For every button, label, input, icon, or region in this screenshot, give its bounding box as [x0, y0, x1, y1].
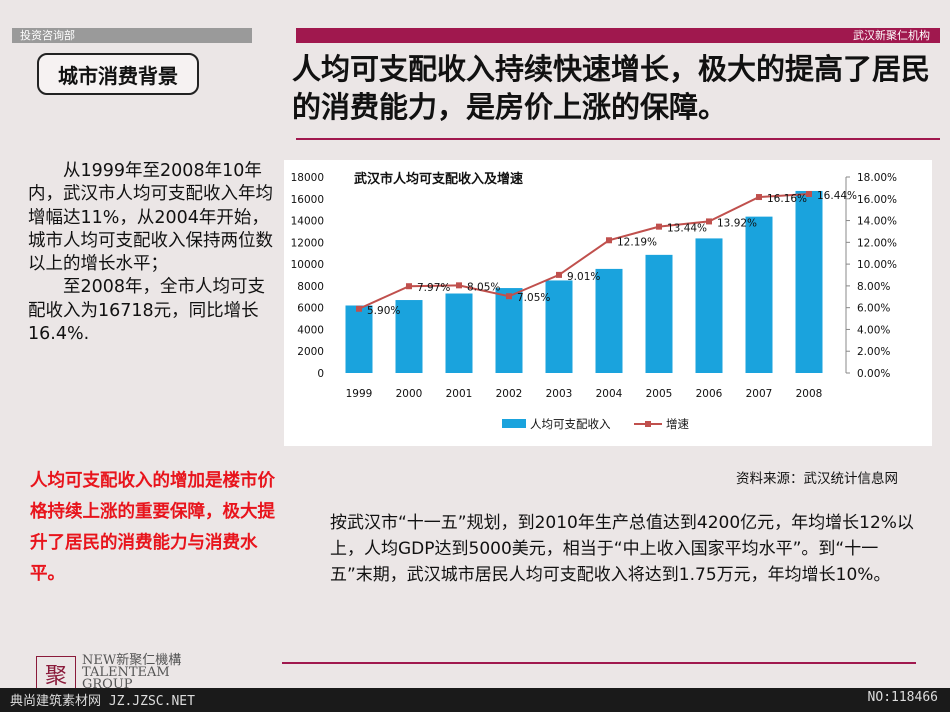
footer-bar: [0, 688, 950, 712]
y2-tick-label: 4.00%: [857, 324, 890, 336]
x-tick-label: 2008: [796, 388, 823, 400]
footer-divider: [282, 662, 916, 664]
growth-data-label: 9.01%: [567, 271, 600, 283]
growth-point-2006: [706, 218, 712, 225]
x-tick-label: 2000: [396, 388, 423, 400]
y-tick-label: 18000: [291, 172, 324, 184]
summary-paragraph-2: 至2008年，全市人均可支配收入为16718元，同比增长16.4%.: [28, 277, 266, 345]
x-tick-label: 2005: [646, 388, 673, 400]
logo-wordmark: NEW新聚仁機構 TALENTEAM GROUP: [82, 653, 182, 692]
growth-data-label: 8.05%: [467, 281, 500, 293]
footer-serial: NO:118466: [867, 690, 938, 705]
y2-tick-label: 14.00%: [857, 216, 897, 228]
y2-tick-label: 18.00%: [857, 172, 897, 184]
y-tick-label: 10000: [291, 259, 324, 271]
logo-line-3: GROUP: [82, 677, 133, 692]
growth-data-label: 16.16%: [767, 193, 807, 205]
growth-data-label: 7.05%: [517, 292, 550, 304]
legend-bar-label: 人均可支配收入: [530, 417, 611, 431]
growth-data-label: 13.44%: [667, 223, 707, 235]
bar-2008: [795, 190, 823, 373]
data-source: 资料来源：武汉统计信息网: [736, 471, 898, 487]
x-tick-label: 2002: [496, 388, 523, 400]
y2-tick-label: 6.00%: [857, 303, 890, 315]
growth-data-label: 7.97%: [417, 282, 450, 294]
x-tick-label: 2003: [546, 388, 573, 400]
y2-tick-label: 2.00%: [857, 346, 890, 358]
y2-tick-label: 16.00%: [857, 194, 897, 206]
legend-line-marker: [645, 421, 651, 427]
x-tick-label: 2001: [446, 388, 473, 400]
logo-mark: 聚: [36, 656, 76, 692]
growth-data-label: 12.19%: [617, 236, 657, 248]
bar-2003: [545, 280, 573, 373]
top-bar-right: [296, 28, 940, 43]
growth-point-2004: [606, 237, 612, 244]
growth-line: [358, 192, 810, 310]
bar-2001: [445, 293, 473, 373]
x-tick-label: 2007: [746, 388, 773, 400]
y2-tick-label: 8.00%: [857, 281, 890, 293]
x-tick-label: 2004: [596, 388, 623, 400]
bar-2002: [495, 288, 523, 373]
bar-2005: [645, 254, 673, 373]
growth-data-label: 13.92%: [717, 217, 757, 229]
plan-text: 按武汉市“十一五”规划，到2010年生产总值达到4200亿元，年均增长12%以上…: [330, 513, 914, 585]
growth-point-2000: [406, 283, 412, 290]
legend-bar-swatch: [502, 419, 526, 428]
y-tick-label: 2000: [297, 346, 324, 358]
growth-point-1999: [356, 305, 362, 312]
bar-2007: [745, 216, 773, 373]
footer-watermark: 典尚建筑素材网 JZ.JZSC.NET: [10, 694, 195, 709]
highlight-text: 人均可支配收入的增加是楼市价格持续上涨的重要保障，极大提升了居民的消费能力与消费…: [30, 471, 275, 584]
organization-label: 武汉新聚仁机构: [853, 29, 930, 42]
y-tick-label: 0: [317, 368, 324, 380]
header-divider: [296, 138, 940, 140]
page-headline: 人均可支配收入持续快速增长，极大的提高了居民的消费能力，是房价上涨的保障。: [292, 52, 931, 124]
bar-2006: [695, 238, 723, 373]
chart-panel: 武汉市人均可支配收入及增速 0 2000 4000 6000 8000 10000 1200…: [284, 160, 932, 446]
x-tick-label: 1999: [346, 388, 373, 400]
growth-point-2003: [556, 271, 562, 278]
growth-point-2007: [756, 194, 762, 201]
growth-point-2005: [656, 223, 662, 230]
department-label: 投资咨询部: [20, 29, 75, 42]
y-tick-label: 6000: [297, 303, 324, 315]
growth-point-2002: [506, 293, 512, 300]
bar-2000: [395, 300, 423, 373]
growth-data-label: 5.90%: [367, 305, 400, 317]
y-tick-label: 4000: [297, 324, 324, 336]
y2-tick-label: 12.00%: [857, 237, 897, 249]
section-title: 城市消费背景: [37, 53, 199, 95]
logo-line-1: NEW新聚仁機構: [82, 653, 182, 668]
bar-1999: [345, 305, 373, 373]
x-tick-label: 2006: [696, 388, 723, 400]
summary-paragraph-1: 从1999年至2008年10年内，武汉市人均可支配收入年均增幅达11%，从200…: [28, 161, 273, 275]
y2-tick-label: 10.00%: [857, 259, 897, 271]
growth-point-2008: [806, 190, 812, 197]
y-tick-label: 8000: [297, 281, 324, 293]
y2-tick-label: 0.00%: [857, 368, 890, 380]
growth-point-2001: [456, 282, 462, 289]
income-chart: 武汉市人均可支配收入及增速 0 2000 4000 6000 8000 10000 1200…: [291, 171, 897, 431]
growth-data-label: 16.44%: [817, 190, 857, 202]
legend-line-label: 增速: [666, 417, 689, 431]
chart-title: 武汉市人均可支配收入及增速: [354, 171, 523, 187]
top-bar-left: [12, 28, 252, 43]
y-tick-label: 16000: [291, 194, 324, 206]
summary-text: 从1999年至2008年10年内，武汉市人均可支配收入年均增幅达11%，从200…: [28, 160, 278, 346]
logo-line-2: TALENTEAM: [82, 665, 170, 680]
y-tick-label: 12000: [291, 237, 324, 249]
y-tick-label: 14000: [291, 216, 324, 228]
bar-2004: [595, 268, 623, 373]
